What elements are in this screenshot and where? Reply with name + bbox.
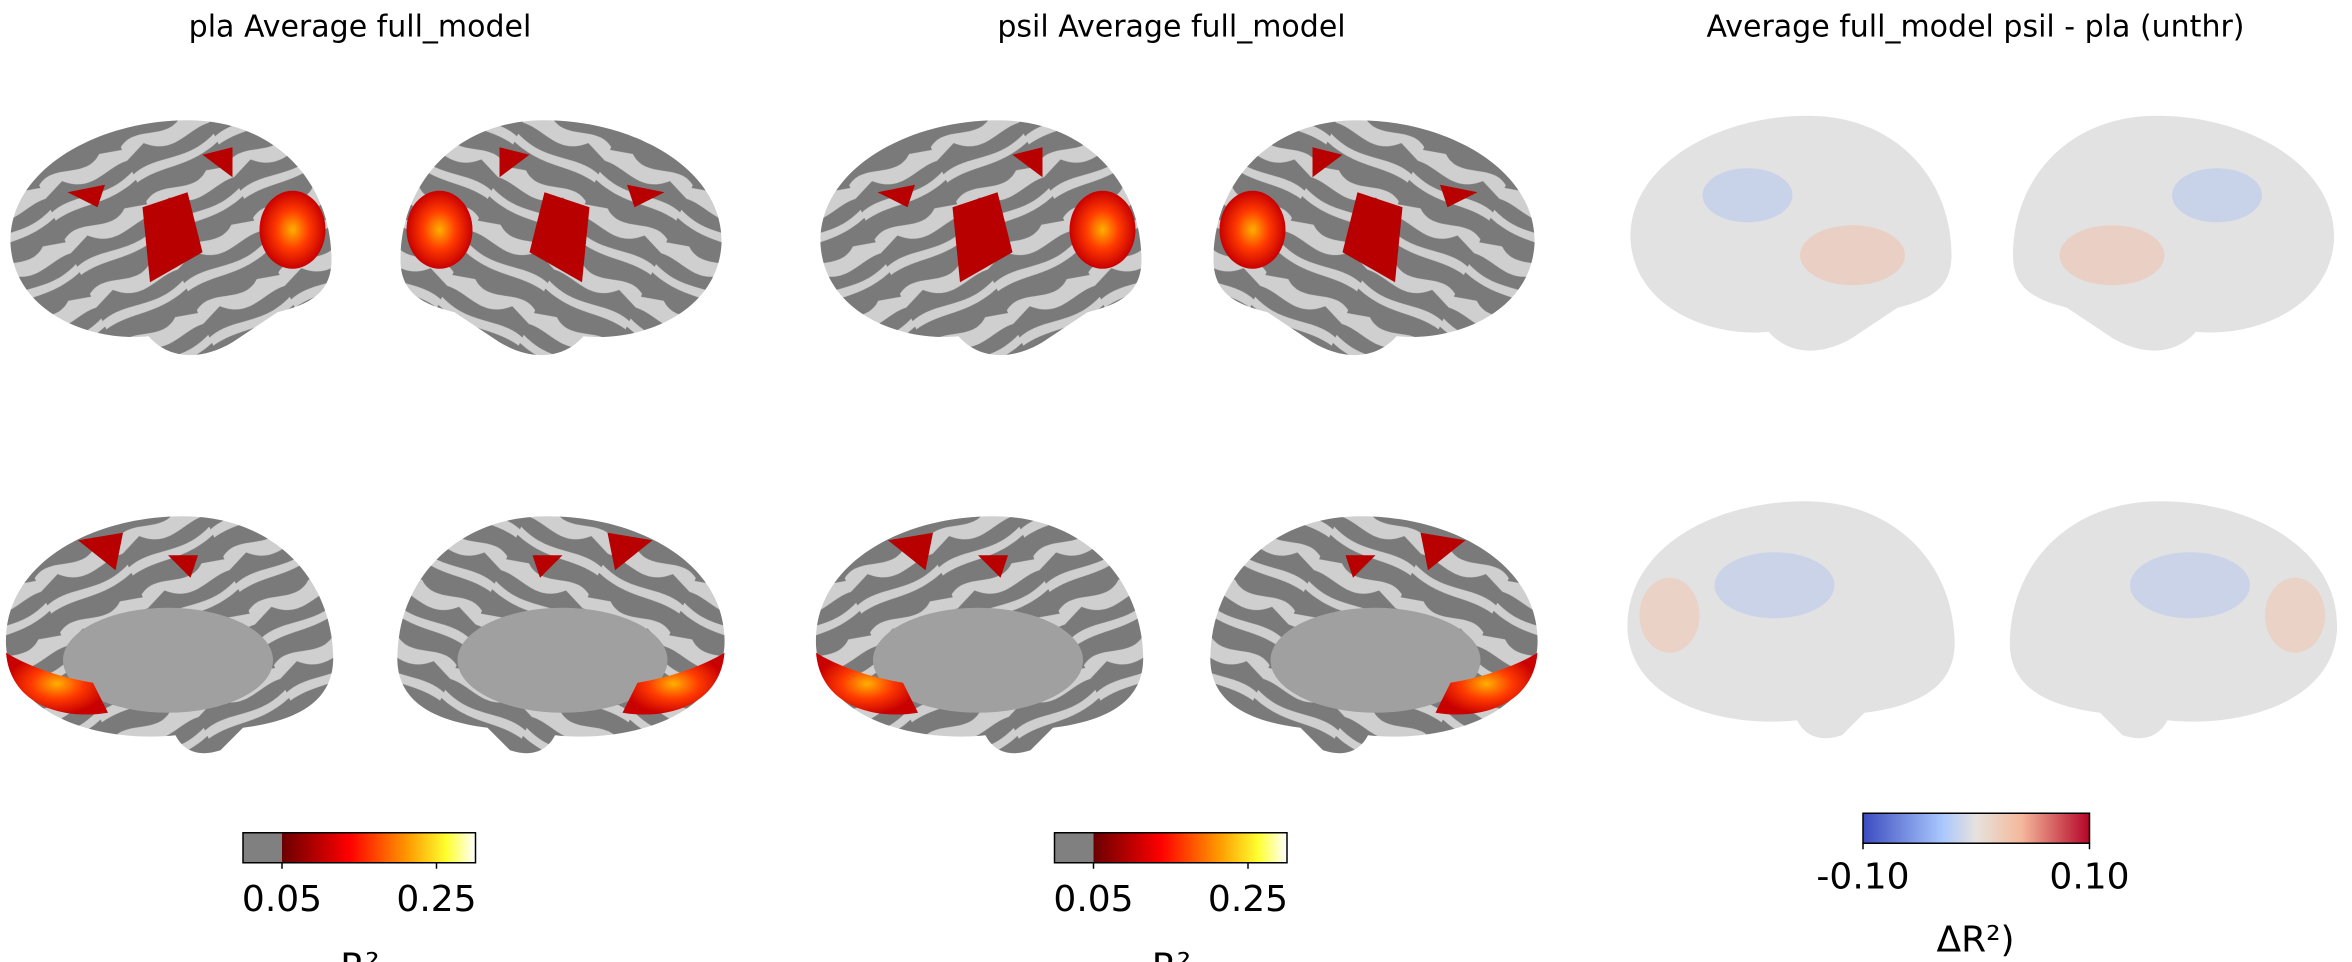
tick-label: 0.05 xyxy=(242,879,322,920)
colorbar-frame xyxy=(1053,832,1288,864)
tick-label: 0.25 xyxy=(1208,879,1288,920)
colorbar-label: R² xyxy=(1152,946,1191,962)
brain xyxy=(1627,116,2337,738)
panel-title: pla Average full_model xyxy=(189,9,532,44)
colorbar xyxy=(1093,832,1287,863)
panel: psil Average full_model 0.05 0.25 R² xyxy=(816,9,1538,962)
tick-label: -0.10 xyxy=(1816,856,1909,897)
colorbar-frame xyxy=(242,832,477,864)
panel-title: psil Average full_model xyxy=(997,9,1345,44)
brain xyxy=(816,120,1538,753)
brain xyxy=(6,120,725,753)
panel: Average full_model psil - pla (unthr) -0… xyxy=(1627,9,2337,960)
colorbar-label: R² xyxy=(340,946,379,962)
colorbar-label: ΔR²) xyxy=(1936,919,2014,960)
tick-label: 0.05 xyxy=(1053,879,1133,920)
colorbar-low xyxy=(1054,832,1094,863)
colorbar-low xyxy=(243,832,282,863)
colorbar xyxy=(1862,812,2091,844)
tick-label: 0.10 xyxy=(2049,856,2129,897)
tick-label: 0.25 xyxy=(396,879,476,920)
colorbar xyxy=(282,832,476,863)
panel-title: Average full_model psil - pla (unthr) xyxy=(1706,9,2244,44)
panel: pla Average full_model 0.05 0.25 R² xyxy=(6,9,725,962)
